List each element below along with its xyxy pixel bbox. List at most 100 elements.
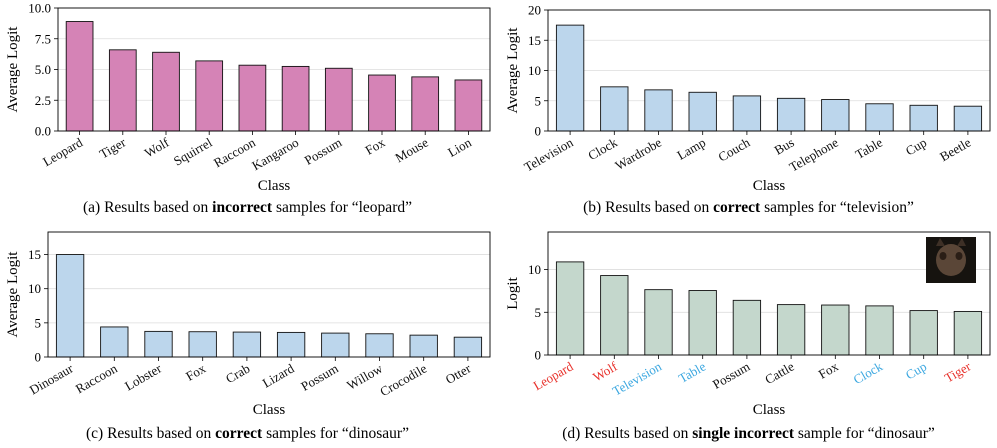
bar-c-lizard xyxy=(276,331,306,358)
x-tick-label-a: Fox xyxy=(362,134,387,157)
bar-a-leopard xyxy=(65,21,94,132)
x-tick-label-b: Table xyxy=(853,134,886,161)
x-tick-label-d: Fox xyxy=(816,358,841,381)
y-axis-label-a: Average Logit xyxy=(5,26,21,113)
inset-creature-body xyxy=(936,244,966,276)
chart-panel-b: 0 5 10 15 20 Television Clock Wardrobe Lamp Couch… xyxy=(500,0,997,224)
axes-frame-d xyxy=(547,231,991,356)
x-tick-label-d: Possum xyxy=(710,359,753,392)
inset-creature-eye-right xyxy=(955,252,963,260)
bar-b-clock xyxy=(600,86,629,132)
y-tick-label-a: 2.5 xyxy=(35,93,51,108)
y-tick-label-a: 7.5 xyxy=(35,31,51,46)
x-tick-label-c: Fox xyxy=(183,360,208,383)
bar-a-raccoon xyxy=(238,64,267,132)
x-tick-label-b: Television xyxy=(521,134,576,174)
bar-c-raccoon xyxy=(100,326,129,358)
y-axis-label-b: Average Logit xyxy=(505,27,521,114)
chart-panel-c: 0 5 10 15 Dinosaur Raccoon Lobster Fox Crab Lizar… xyxy=(0,224,495,448)
y-axis-label-c: Average Logit xyxy=(5,251,21,338)
x-tick-label-a: Kangaroo xyxy=(249,135,301,174)
x-tick-label-c: Crab xyxy=(223,361,252,387)
bar-d-cattle xyxy=(776,304,806,356)
x-axis-label-b: Class xyxy=(753,178,786,194)
inset-creature-eye-left xyxy=(939,252,947,260)
x-tick-label-a: Leopard xyxy=(40,134,85,169)
bar-d-table xyxy=(688,290,717,356)
bar-d-leopard xyxy=(555,261,585,356)
chart-panel-a: 0.0 2.5 5.0 7.5 10.0 Leopard Tiger Wolf Squirrel… xyxy=(0,0,495,224)
bar-a-mouse xyxy=(411,76,440,132)
x-tick-label-d: Table xyxy=(676,358,709,385)
x-tick-label-b: Beetle xyxy=(937,134,973,164)
bar-a-possum xyxy=(324,67,353,132)
y-tick-label-b: 20 xyxy=(528,3,541,18)
x-tick-label-b: Telephone xyxy=(787,134,841,174)
y-tick-label-d: 10 xyxy=(528,262,541,277)
x-tick-label-d: Clock xyxy=(851,358,886,387)
axes-frame-c xyxy=(47,231,491,358)
y-tick-label-c: 15 xyxy=(28,247,41,262)
y-tick-label-a: 0.0 xyxy=(35,124,51,139)
x-axis-label-a: Class xyxy=(258,178,291,194)
bar-d-fox xyxy=(821,304,850,356)
x-tick-label-b: Wardrobe xyxy=(612,134,664,173)
dinosaur-sample-thumbnail xyxy=(926,237,976,283)
x-tick-label-b: Couch xyxy=(715,134,752,164)
bar-d-clock xyxy=(865,305,894,356)
x-tick-label-c: Otter xyxy=(443,360,474,387)
x-tick-label-c: Possum xyxy=(298,361,341,394)
x-axis-label-d: Class xyxy=(753,402,786,418)
bar-b-wardrobe xyxy=(644,89,673,132)
x-tick-label-d: Tiger xyxy=(942,358,974,385)
y-axis-label-d: Logit xyxy=(505,276,521,309)
axes-frame-a xyxy=(57,7,491,132)
bar-chart-a: 0.0 2.5 5.0 7.5 10.0 Leopard Tiger Wolf Squirrel… xyxy=(5,1,491,194)
bar-c-crab xyxy=(232,331,262,358)
x-tick-label-d: Leopard xyxy=(531,358,576,393)
y-tick-label-a: 5.0 xyxy=(35,62,51,77)
bar-b-bus xyxy=(776,97,806,132)
bar-a-fox xyxy=(368,74,396,132)
x-axis-label-c: Class xyxy=(253,402,286,418)
bar-a-squirrel xyxy=(195,60,224,132)
bar-d-tiger xyxy=(953,310,983,356)
bar-b-cup xyxy=(909,104,938,132)
x-tick-label-b: Lamp xyxy=(674,135,708,163)
bar-a-lion xyxy=(454,79,483,132)
y-tick-label-a: 10.0 xyxy=(28,1,51,16)
x-tick-label-b: Bus xyxy=(772,135,797,158)
bar-a-kangaroo xyxy=(281,65,310,132)
caption-d: (d) Results based on single incorrect sa… xyxy=(562,425,935,442)
x-tick-label-c: Lobster xyxy=(122,360,164,393)
x-tick-label-b: Cup xyxy=(903,135,929,159)
x-tick-label-c: Raccoon xyxy=(73,360,120,396)
bar-b-television xyxy=(555,24,585,132)
bar-c-crocodile xyxy=(409,334,438,358)
bar-c-dinosaur xyxy=(55,254,85,358)
x-tick-label-d: Cup xyxy=(903,359,929,383)
y-tick-label-b: 5 xyxy=(535,93,542,108)
y-tick-label-b: 15 xyxy=(528,33,541,48)
caption-b: (b) Results based on correct samples for… xyxy=(583,199,914,216)
bar-b-table xyxy=(865,103,894,132)
bar-c-lobster xyxy=(144,330,173,358)
x-tick-label-d: Cattle xyxy=(762,358,797,387)
x-tick-label-d: Wolf xyxy=(590,358,620,384)
bar-c-possum xyxy=(321,332,350,358)
x-tick-label-a: Lion xyxy=(445,134,474,160)
bar-d-television xyxy=(644,289,673,356)
bar-d-cup xyxy=(909,310,938,356)
x-tick-label-a: Squirrel xyxy=(171,134,215,168)
y-tick-label-c: 5 xyxy=(35,315,42,330)
x-tick-label-c: Lizard xyxy=(260,360,297,390)
bar-a-wolf xyxy=(152,51,180,132)
bar-b-couch xyxy=(732,95,762,132)
caption-c: (c) Results based on correct samples for… xyxy=(86,425,409,442)
bar-c-otter xyxy=(453,336,483,358)
y-tick-label-c: 0 xyxy=(35,350,42,365)
bar-b-lamp xyxy=(688,91,717,132)
